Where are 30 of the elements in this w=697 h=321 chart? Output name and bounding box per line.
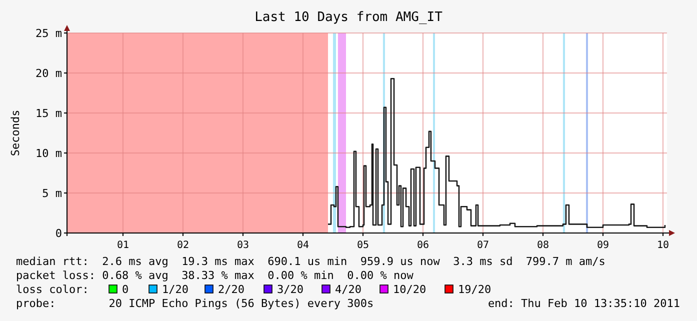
x-tick-label: 02 — [176, 240, 190, 251]
x-tick-label: 05 — [356, 240, 370, 251]
text: packet loss: 0.68 % avg 38.33 % max 0.00 % min 0.00 % now — [16, 269, 414, 282]
text: 3/20 — [277, 283, 304, 296]
x-tick-label: 08 — [536, 240, 550, 251]
text: 4/20 — [335, 283, 362, 296]
y-tick-label: 20 m — [36, 67, 62, 80]
x-tick-label: 03 — [236, 240, 250, 251]
text: 0 — [122, 283, 129, 296]
y-axis-title: Seconds — [9, 110, 22, 156]
x-tick-label: 04 — [296, 240, 310, 251]
text: 1/20 — [162, 283, 188, 296]
y-tick-label: 15 m — [36, 107, 62, 120]
text: 19/20 — [458, 283, 492, 296]
text: 10/20 — [393, 283, 426, 296]
y-tick-label: 0 — [55, 227, 62, 240]
x-tick-label: 06 — [416, 240, 430, 251]
text: 2/20 — [218, 283, 244, 296]
text: loss color: — [16, 283, 89, 296]
x-tick-label: 07 — [476, 240, 490, 251]
y-tick-label: 5 m — [42, 187, 62, 200]
text: end: Thu Feb 10 13:35:10 2011 — [488, 297, 680, 310]
x-tick-label: 09 — [596, 240, 610, 251]
x-tick-label: 01 — [116, 240, 130, 251]
y-tick-label: 25 m — [36, 27, 62, 40]
x-tick-label: 10 — [656, 240, 670, 251]
text: median rtt: 2.6 ms avg 19.3 ms max 690.1 us min 959.9 us now 3.3 ms sd 799.7 m am/s — [16, 255, 606, 268]
text: probe: 20 ICMP Echo Pings (56 Bytes) every 300s — [16, 297, 374, 310]
chart-title: Last 10 Days from AMG_IT — [254, 10, 443, 25]
y-tick-label: 10 m — [36, 147, 62, 160]
